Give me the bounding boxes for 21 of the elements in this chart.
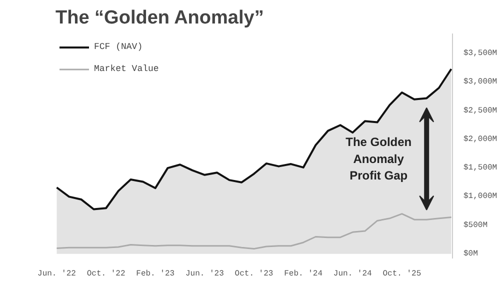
x-tick-label: Feb. '23 [136, 270, 175, 278]
legend-label: Market Value [94, 64, 159, 74]
x-tick-label: Oct. '25 [382, 270, 422, 278]
y-tick-label: $0M [464, 249, 478, 258]
line-series [56, 213, 452, 250]
y-tick-label: $3,000M [464, 78, 498, 87]
y-tick-label: $3,500M [464, 49, 498, 58]
legend-label: FCF (NAV) [94, 42, 143, 52]
x-tick-label: Feb. '24 [284, 270, 323, 278]
y-tick-label: $2,000M [464, 134, 498, 144]
y-tick-label: $500M [464, 220, 488, 230]
annotation: The Golden Anomaly Profit Gap [346, 135, 412, 183]
x-tick-label: Jun. '22 [38, 270, 76, 278]
y-tick-label: $1,500M [464, 164, 498, 173]
chart-title: The “Golden Anomaly” [56, 8, 264, 28]
x-tick-label: Jun. '24 [333, 270, 372, 278]
y-tick-label: $1,000M [464, 192, 498, 202]
x-tick-label: Jun. '23 [185, 270, 224, 278]
x-tick-label: Oct. '22 [86, 270, 126, 278]
x-tick-label: Oct. '23 [234, 270, 274, 278]
y-tick-label: $2,500M [464, 106, 498, 116]
